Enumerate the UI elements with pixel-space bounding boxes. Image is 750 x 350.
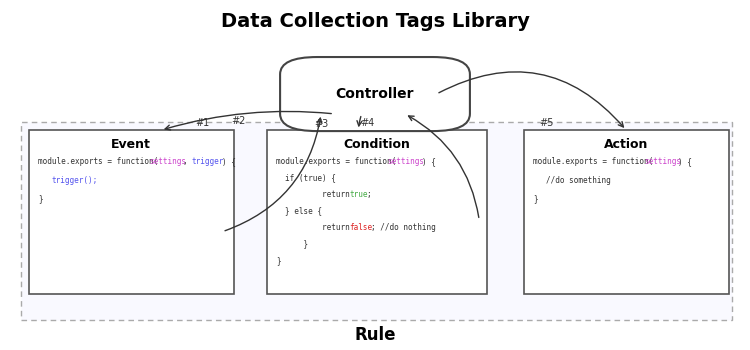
Text: ) {: ) {: [678, 157, 692, 166]
Text: Rule: Rule: [354, 326, 396, 344]
Text: trigger: trigger: [192, 157, 224, 166]
Text: ) {: ) {: [222, 157, 236, 166]
Text: }: }: [532, 195, 538, 204]
Text: }: }: [38, 195, 43, 204]
Text: if (true) {: if (true) {: [285, 173, 336, 182]
Text: #3: #3: [314, 119, 328, 129]
Text: Data Collection Tags Library: Data Collection Tags Library: [220, 12, 530, 31]
Text: return: return: [285, 223, 354, 232]
Text: //do something: //do something: [546, 176, 611, 185]
Text: settings: settings: [644, 157, 681, 166]
Text: module.exports = function(: module.exports = function(: [276, 157, 396, 166]
Text: }: }: [285, 239, 308, 248]
Text: #2: #2: [232, 116, 246, 126]
FancyBboxPatch shape: [28, 130, 233, 294]
Text: ,: ,: [183, 157, 193, 166]
Text: Event: Event: [111, 138, 152, 151]
Text: settings: settings: [387, 157, 424, 166]
FancyBboxPatch shape: [280, 57, 470, 131]
Text: return: return: [285, 190, 354, 199]
Text: module.exports = function(: module.exports = function(: [532, 157, 653, 166]
Text: true: true: [350, 190, 368, 199]
Text: Condition: Condition: [344, 138, 410, 151]
Text: false: false: [350, 223, 372, 232]
Text: ) {: ) {: [422, 157, 436, 166]
Text: #5: #5: [539, 118, 554, 128]
Text: Action: Action: [604, 138, 649, 151]
Text: } else {: } else {: [285, 206, 322, 215]
FancyBboxPatch shape: [524, 130, 728, 294]
FancyBboxPatch shape: [267, 130, 487, 294]
Text: settings: settings: [149, 157, 186, 166]
Text: ;: ;: [366, 190, 371, 199]
FancyBboxPatch shape: [22, 121, 732, 320]
Text: #1: #1: [195, 118, 209, 128]
Text: Controller: Controller: [336, 87, 414, 101]
Text: ; //do nothing: ; //do nothing: [370, 223, 435, 232]
Text: #4: #4: [361, 118, 375, 128]
Text: }: }: [276, 256, 280, 265]
Text: module.exports = function(: module.exports = function(: [38, 157, 158, 166]
Text: trigger();: trigger();: [51, 176, 98, 185]
